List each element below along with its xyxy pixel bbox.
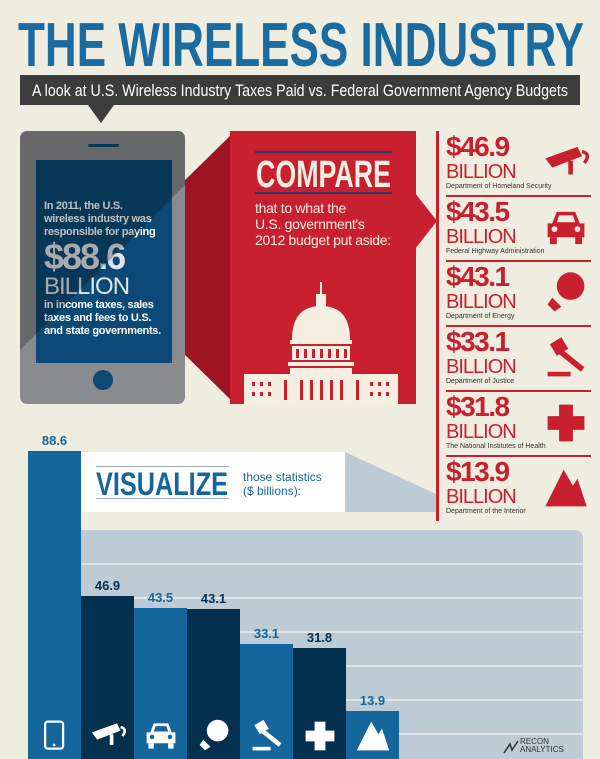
medical-cross-icon <box>547 404 585 442</box>
tablet-icon <box>43 720 64 750</box>
bar-icon <box>187 718 240 759</box>
compare-fold <box>185 131 235 404</box>
agency-name: The National Institutes of Health <box>446 443 546 450</box>
gavel-icon <box>547 337 585 377</box>
mountain-icon <box>545 469 587 507</box>
visualize-subtitle: those statistics ($ billions): <box>243 470 343 498</box>
bar-icon <box>28 718 81 759</box>
agency-name: Department of Homeland Security <box>446 183 552 190</box>
logo-mark-icon <box>503 740 519 754</box>
phone-screen: In 2011, the U.S. wireless industry was … <box>36 160 172 363</box>
agency-unit: BILLION <box>446 161 517 183</box>
bar-label: 13.9 <box>359 692 386 708</box>
visualize-subtitle-line: ($ billions): <box>243 484 302 498</box>
agency-amount: $13.9 <box>446 456 510 487</box>
subtitle-banner: A look at U.S. Wireless Industry Taxes P… <box>20 75 580 105</box>
divider-line <box>436 131 439 521</box>
bar-icon <box>346 718 399 759</box>
visualize-title-svg: VISUALIZE <box>96 466 228 502</box>
gridline <box>80 563 583 565</box>
bar-label: 43.1 <box>200 591 227 607</box>
visualize-wedge <box>345 452 436 512</box>
mountain-icon <box>356 721 389 751</box>
agency-amount: $43.5 <box>446 196 510 227</box>
gavel-icon <box>252 719 281 751</box>
agency-name: Federal Highway Administration <box>446 248 545 255</box>
compare-title-svg: COMPARE <box>256 154 391 196</box>
bar-icon <box>134 718 187 759</box>
phone-home-button <box>93 370 113 390</box>
visualize-subtitle-line: those statistics <box>243 470 322 484</box>
bar-label: 43.5 <box>147 589 174 605</box>
agency-unit: BILLION <box>446 421 517 443</box>
agency-item: $33.1 BILLION Department of Justice <box>446 327 591 392</box>
bar-icon <box>293 718 346 759</box>
agency-unit: BILLION <box>446 226 517 248</box>
visualize-title: VISUALIZE <box>96 466 229 502</box>
phone-speaker <box>88 144 119 147</box>
compare-text: that to what the U.S. government's 2012 … <box>255 200 413 248</box>
subtitle: A look at U.S. Wireless Industry Taxes P… <box>32 81 568 100</box>
agency-item: $43.5 BILLION Federal Highway Administrati… <box>446 197 591 262</box>
agency-unit: BILLION <box>446 356 517 378</box>
bar-label: 31.8 <box>306 630 333 646</box>
intro-line: responsible for paying <box>44 226 156 238</box>
agency-item: $43.1 BILLION Department of Energy <box>446 262 591 327</box>
bar <box>240 643 293 759</box>
agency-item: $31.8 BILLION The National Institutes of H… <box>446 392 591 457</box>
visualize-panel <box>80 452 345 512</box>
capitol-icon <box>244 282 398 404</box>
intro-line: wireless industry was <box>44 213 152 225</box>
outro-line: taxes and fees to U.S. <box>44 312 152 324</box>
bar-label: 33.1 <box>253 625 280 641</box>
outro-line: in income taxes, sales <box>44 299 154 311</box>
car-icon <box>146 723 175 749</box>
outro-line: and state governments. <box>44 325 161 337</box>
security-camera-icon <box>91 723 126 745</box>
agency-unit: BILLION <box>446 291 517 313</box>
agency-name: Department of Energy <box>446 313 515 320</box>
agency-amount: $46.9 <box>446 131 510 162</box>
compare-line: that to what the <box>255 200 346 216</box>
recon-analytics-logo: RECON ANALYTICS <box>503 738 573 754</box>
bar-icon <box>81 718 134 759</box>
agency-amount: $43.1 <box>446 261 510 292</box>
agency-amount: $31.8 <box>446 391 510 422</box>
gridline <box>80 631 583 633</box>
page-title: THE WIRELESS INDUSTRY <box>18 14 584 72</box>
bar-icon <box>240 718 293 759</box>
security-camera-icon <box>545 146 589 175</box>
agency-amount: $33.1 <box>446 326 510 357</box>
lightbulb-icon <box>547 272 585 312</box>
compare-arrow <box>415 193 437 249</box>
compare-line: U.S. government's <box>255 216 365 232</box>
agency-item: $46.9 BILLION Department of Homeland Secur… <box>446 132 591 197</box>
agency-name: Department of the Interior <box>446 508 526 515</box>
visualize-title-text: VISUALIZE <box>96 467 228 498</box>
medical-cross-icon <box>305 721 334 751</box>
bar-label: 88.6 <box>41 433 68 448</box>
tax-amount: $88.6 <box>44 236 126 277</box>
agency-name: Department of Justice <box>446 378 515 385</box>
intro-line: In 2011, the U.S. <box>44 200 123 212</box>
bar-label: 46.9 <box>94 577 121 593</box>
agency-unit: BILLION <box>446 486 517 508</box>
page-title-text: THE WIRELESS INDUSTRY <box>18 14 584 72</box>
banner-pointer <box>88 105 114 123</box>
logo-text: ANALYTICS <box>520 745 564 754</box>
compare-line: 2012 budget put aside: <box>255 232 391 248</box>
car-icon <box>547 211 585 245</box>
compare-title-text: COMPARE <box>256 154 391 192</box>
agency-item: $13.9 BILLION Department of the Interior <box>446 457 591 522</box>
tax-unit: BILLION <box>44 273 130 300</box>
gridline <box>80 597 583 599</box>
bar <box>28 451 81 759</box>
logo-text: RECON <box>520 737 549 746</box>
compare-title: COMPARE <box>255 151 392 196</box>
lightbulb-icon <box>199 719 228 751</box>
